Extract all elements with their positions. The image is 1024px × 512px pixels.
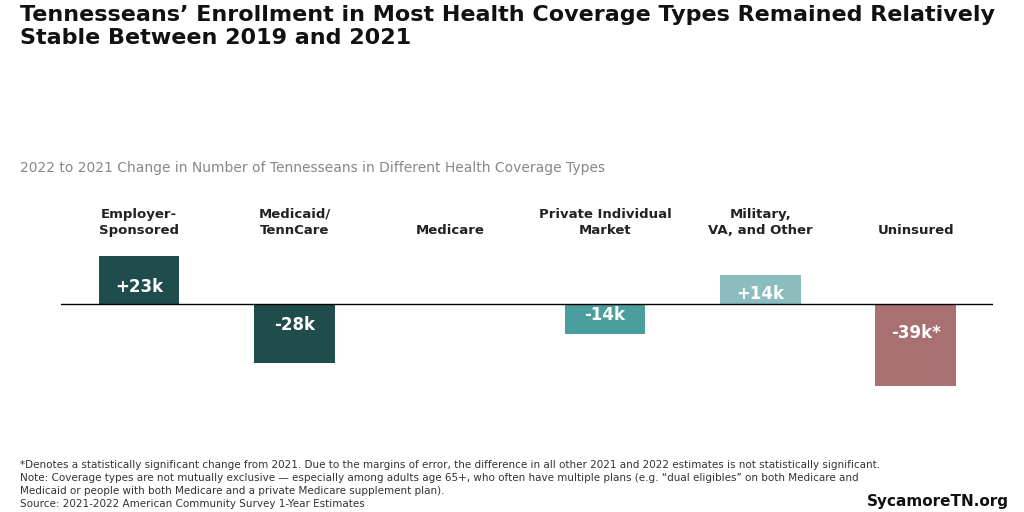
Text: Medicare: Medicare — [416, 224, 484, 237]
Text: Employer-
Sponsored: Employer- Sponsored — [99, 208, 179, 237]
Bar — [876, 304, 956, 387]
Text: +23k: +23k — [115, 278, 163, 296]
Text: -28k: -28k — [273, 316, 315, 334]
Text: Tennesseans’ Enrollment in Most Health Coverage Types Remained Relatively
Stable: Tennesseans’ Enrollment in Most Health C… — [20, 5, 995, 48]
Bar — [564, 304, 645, 334]
Text: -14k: -14k — [585, 306, 626, 324]
Text: Medicaid/
TennCare: Medicaid/ TennCare — [258, 208, 331, 237]
Text: -39k*: -39k* — [891, 324, 940, 342]
Text: SycamoreTN.org: SycamoreTN.org — [866, 495, 1009, 509]
Text: 2022 to 2021 Change in Number of Tennesseans in Different Health Coverage Types: 2022 to 2021 Change in Number of Tenness… — [20, 161, 605, 175]
Bar — [720, 274, 801, 304]
Text: Military,
VA, and Other: Military, VA, and Other — [708, 208, 813, 237]
Bar — [254, 304, 335, 363]
Text: +14k: +14k — [736, 285, 784, 303]
Text: *Denotes a statistically significant change from 2021. Due to the margins of err: *Denotes a statistically significant cha… — [20, 460, 881, 509]
Bar — [98, 255, 179, 304]
Text: Private Individual
Market: Private Individual Market — [539, 208, 672, 237]
Text: Uninsured: Uninsured — [878, 224, 954, 237]
